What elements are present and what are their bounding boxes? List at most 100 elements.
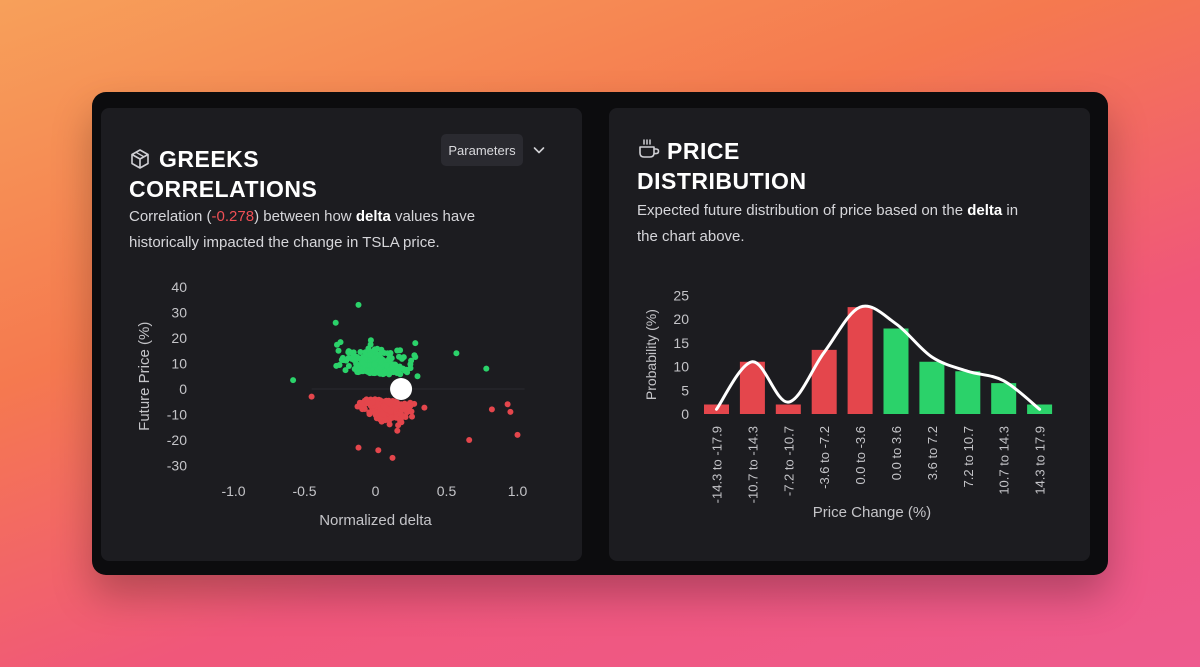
scatter-point — [412, 354, 419, 360]
scatter-point — [483, 365, 490, 372]
scatter-point — [367, 337, 374, 344]
scatter-point — [357, 368, 364, 375]
scatter-point — [382, 368, 388, 375]
chevron-down-icon[interactable] — [531, 142, 547, 158]
scatter-point — [406, 406, 413, 413]
x-axis-label: Price Change (%) — [813, 504, 931, 521]
scatter-point — [378, 349, 385, 356]
y-tick-label: 20 — [673, 311, 689, 327]
x-tick-label: 1.0 — [508, 483, 528, 499]
x-tick-label: -7.2 to -10.7 — [781, 426, 796, 496]
scatter-point — [351, 357, 357, 363]
price-distribution-card: PRICE DISTRIBUTION Expected future distr… — [609, 108, 1090, 561]
greeks-title-line1: GREEKS — [159, 146, 260, 172]
scatter-point — [453, 350, 460, 357]
y-tick-label: 5 — [681, 382, 689, 398]
bar — [847, 307, 873, 414]
bar — [883, 328, 909, 414]
scatter-point — [345, 363, 352, 369]
scatter-point — [407, 365, 414, 372]
price-title: PRICE DISTRIBUTION — [637, 136, 807, 196]
y-tick-label: -20 — [167, 432, 187, 448]
x-tick-label: -3.6 to -7.2 — [817, 426, 832, 489]
scatter-point — [308, 393, 315, 400]
scatter-point — [354, 362, 361, 369]
bar — [991, 383, 1017, 414]
y-tick-label: 15 — [673, 335, 689, 351]
x-tick-label: 3.6 to 7.2 — [925, 426, 940, 480]
cube-icon — [131, 149, 149, 169]
x-tick-label: 0 — [372, 483, 380, 499]
scatter-point — [385, 356, 392, 363]
price-description: Expected future distribution of price ba… — [637, 198, 1077, 250]
scatter-point — [359, 359, 366, 366]
scatter-point — [338, 356, 345, 363]
y-tick-label: -10 — [167, 407, 187, 423]
x-tick-label: 14.3 to 17.9 — [1033, 426, 1048, 495]
scatter-point — [342, 367, 349, 374]
desc-text: the chart above. — [637, 228, 745, 245]
scatter-point — [361, 406, 368, 412]
y-tick-label: 0 — [681, 406, 689, 422]
scatter-point — [382, 417, 389, 424]
correlation-value: -0.278 — [211, 208, 255, 225]
scatter-point — [387, 399, 394, 406]
scatter-point — [409, 413, 415, 420]
y-tick-label: 40 — [171, 279, 187, 295]
coffee-cup-icon — [639, 139, 660, 158]
bar — [955, 371, 981, 414]
y-tick-label: 0 — [179, 381, 187, 397]
parameters-button[interactable]: Parameters — [441, 134, 523, 166]
x-tick-label: -14.3 to -17.9 — [710, 426, 725, 503]
price-title-line1: PRICE — [667, 138, 740, 164]
x-tick-label: 0.5 — [437, 483, 457, 499]
scatter-point — [356, 399, 363, 406]
scatter-point — [411, 400, 418, 407]
scatter-point — [345, 348, 352, 355]
greeks-correlations-card: GREEKS CORRELATIONS Parameters Correlati… — [101, 108, 582, 561]
scatter-point — [337, 339, 344, 346]
price-title-line2: DISTRIBUTION — [637, 168, 807, 194]
scatter-point — [394, 427, 401, 434]
scatter-point — [364, 368, 371, 375]
scatter-point — [402, 414, 409, 420]
x-axis-label: Normalized delta — [319, 512, 432, 529]
scatter-point — [394, 347, 401, 354]
x-tick-label: -10.7 to -14.3 — [745, 426, 760, 503]
x-tick-label: -1.0 — [221, 483, 245, 499]
greeks-title: GREEKS CORRELATIONS — [129, 144, 317, 204]
desc-text: Correlation ( — [129, 208, 212, 225]
scatter-point — [372, 409, 379, 416]
scatter-point — [355, 301, 362, 308]
scatter-point — [466, 437, 473, 443]
scatter-point — [414, 373, 421, 380]
scatter-point — [375, 447, 382, 454]
scatter-point — [375, 401, 382, 407]
scatter-point — [488, 406, 495, 413]
scatter-point — [389, 454, 396, 461]
y-tick-label: 25 — [673, 287, 689, 303]
desc-text: in — [1002, 202, 1019, 219]
scatter-point — [412, 340, 419, 347]
y-axis-label: Future Price (%) — [136, 322, 153, 431]
y-tick-label: 10 — [673, 359, 689, 375]
parameters-label: Parameters — [448, 142, 516, 158]
y-tick-label: -30 — [167, 458, 187, 474]
greeks-scatter-chart: 40 30 20 10 0 -10 -20 -30 -1.0 -0.5 0 0.5 1.0 Normali… — [136, 279, 528, 529]
price-distribution-chart: 25 20 15 10 5 0 Probability (%) -14.3 to -17.9 -… — [643, 287, 1053, 521]
scatter-point — [390, 369, 397, 376]
scatter-point — [399, 355, 405, 362]
scatter-point — [371, 361, 378, 368]
scatter-point — [335, 347, 342, 354]
desc-highlight: delta — [355, 208, 391, 225]
desc-text: ) between how — [254, 208, 356, 225]
scatter-point — [393, 399, 400, 406]
scatter-point — [392, 361, 399, 368]
scatter-point — [367, 351, 374, 358]
scatter-point — [398, 415, 405, 422]
x-tick-label: 10.7 to 14.3 — [997, 426, 1012, 495]
scatter-point — [332, 319, 339, 326]
x-tick-label: 0.0 to 3.6 — [889, 426, 904, 480]
desc-text: values have — [390, 208, 476, 225]
desc-text: Expected future distribution of price ba… — [637, 202, 968, 219]
